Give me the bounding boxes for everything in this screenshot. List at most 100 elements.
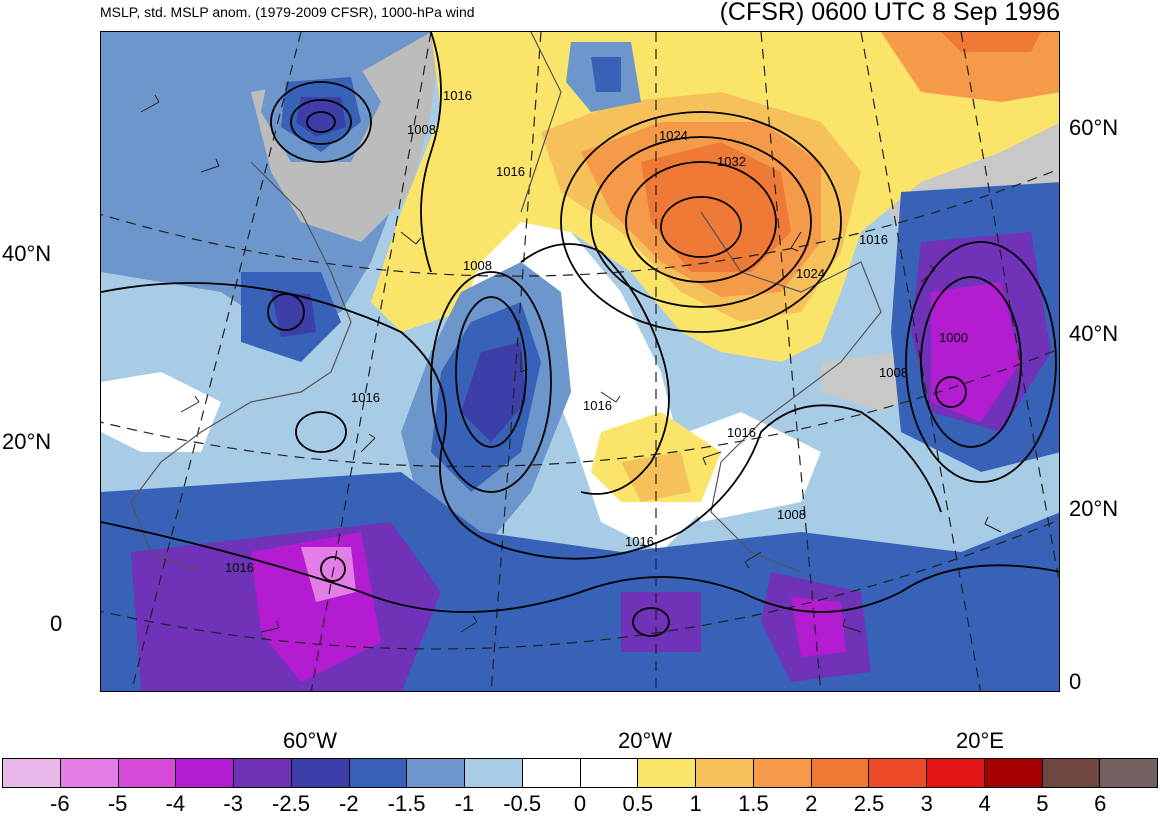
colorbar-label: -0.5 bbox=[503, 791, 542, 816]
lat-label-left-20n: 20°N bbox=[2, 429, 52, 454]
isobar-caribbean bbox=[295, 411, 347, 453]
colorbar-label: -5 bbox=[107, 791, 128, 816]
isobar-label: 1016 bbox=[859, 232, 888, 247]
wind-barb bbox=[842, 618, 862, 633]
colorbar-box bbox=[696, 759, 754, 787]
colorbar-box bbox=[3, 759, 61, 787]
colorbar-label: 4 bbox=[978, 791, 991, 816]
isobar-label: 1008 bbox=[407, 122, 436, 137]
negative-anomaly-us-coast-core bbox=[271, 292, 316, 337]
wind-barb bbox=[920, 264, 936, 283]
graticule bbox=[101, 32, 1059, 691]
lat-label-left-40n: 40°N bbox=[2, 241, 52, 266]
graticule-lat-0 bbox=[101, 519, 1059, 650]
isobar-label: 1008 bbox=[463, 258, 492, 273]
isobar-low-labrador-3 bbox=[306, 111, 336, 133]
wind-barb bbox=[180, 395, 200, 413]
colorbar-label: 1.5 bbox=[738, 791, 769, 816]
isobar-1008-mid bbox=[520, 243, 670, 495]
lat-label-right-60n: 60°N bbox=[1069, 115, 1119, 140]
isobar-med-low-3 bbox=[935, 376, 967, 408]
lat-label-right-0: 0 bbox=[1069, 669, 1082, 694]
map-panel: 1016 1008 1016 1024 1032 1016 1024 1016 … bbox=[100, 31, 1060, 692]
isobar-label: 1024 bbox=[659, 128, 688, 143]
colorbar-label: -1.5 bbox=[387, 791, 426, 816]
isobar-labels: 1016 1008 1016 1024 1032 1016 1024 1016 … bbox=[225, 88, 968, 575]
colorbar-box bbox=[580, 759, 639, 787]
colorbar-box bbox=[118, 759, 177, 787]
lat-label-right-20n: 20°N bbox=[1069, 496, 1119, 521]
wind-barb bbox=[702, 451, 722, 466]
coastline-americas bbox=[130, 161, 352, 573]
colorbar-box bbox=[1042, 759, 1101, 787]
colorbar-label: -2 bbox=[339, 791, 359, 816]
lon-label-60w: 60°W bbox=[283, 728, 338, 753]
isobar-med-low-1 bbox=[905, 241, 1057, 483]
isobar-label: 1032 bbox=[717, 154, 746, 169]
coastline-greenland bbox=[520, 32, 562, 213]
isobar-label: 1024 bbox=[796, 266, 825, 281]
wind-barb bbox=[744, 551, 762, 569]
mslp-anomaly-map: 1016 1008 1016 1024 1032 1016 1024 1016 … bbox=[101, 32, 1059, 691]
chart-subtitle: MSLP, std. MSLP anom. (1979-2009 CFSR), … bbox=[100, 4, 475, 20]
colorbar-label: -4 bbox=[165, 791, 186, 816]
coastlines bbox=[130, 32, 882, 573]
lat-label-left-0: 0 bbox=[50, 611, 63, 636]
isobar-guinea bbox=[632, 607, 670, 637]
colorbar-label: 5 bbox=[1036, 791, 1049, 816]
lon-label-20e: 20°E bbox=[956, 728, 1004, 753]
colorbar-label: 2.5 bbox=[853, 791, 885, 816]
isobar-label: 1016 bbox=[727, 425, 756, 440]
colorbar-label: 6 bbox=[1094, 791, 1107, 816]
isobar-low-labrador-2 bbox=[290, 99, 352, 145]
wind-barb bbox=[520, 352, 529, 373]
isobar-label: 1008 bbox=[777, 507, 806, 522]
isobar-label: 1000 bbox=[939, 330, 968, 345]
colorbar-box bbox=[638, 759, 696, 787]
negative-anomaly-gulf-guinea bbox=[621, 592, 701, 652]
wind-barb bbox=[260, 620, 280, 633]
colorbar-box bbox=[291, 759, 350, 787]
colorbar-box bbox=[234, 759, 292, 787]
graticule-lat-20n bbox=[101, 348, 1059, 468]
isobar-us-low bbox=[267, 293, 305, 331]
positive-anomaly-2-5 bbox=[641, 142, 791, 272]
graticule-lon-20e bbox=[860, 32, 982, 691]
graticule-lon-40e bbox=[960, 32, 1059, 585]
wind-barb bbox=[460, 615, 478, 633]
graticule-lon-80w bbox=[130, 32, 302, 691]
lat-label-right-40n: 40°N bbox=[1069, 321, 1119, 346]
wind-barb bbox=[400, 231, 422, 245]
colorbar-box bbox=[349, 759, 408, 787]
isobar-med-low-2 bbox=[920, 276, 1022, 448]
wind-barb bbox=[984, 516, 1002, 533]
colorbar-label: -1 bbox=[454, 791, 475, 816]
coastline-europe-africa bbox=[700, 211, 882, 573]
isobar-label: 1016 bbox=[225, 560, 254, 575]
isobar-high-1016 bbox=[560, 111, 842, 333]
isobar-high-1024 bbox=[590, 136, 812, 308]
isobar-label: 1016 bbox=[625, 534, 654, 549]
colorbar-box bbox=[984, 759, 1043, 787]
colorbar-label: 2 bbox=[805, 791, 818, 816]
positive-anomaly-scandinavia-core bbox=[941, 32, 1041, 52]
colorbar-box bbox=[60, 759, 119, 787]
graticule-lon-60w bbox=[310, 32, 432, 691]
isobar-high-1032b bbox=[660, 196, 742, 258]
isobar-1008-south bbox=[101, 521, 1059, 613]
colorbar-box bbox=[522, 759, 581, 787]
isobar-high-1032a bbox=[625, 161, 777, 283]
colorbar-labels: -6 -5 -4 -3 -2.5 -2 -1.5 -1 -0.5 0 0.5 1 1.5 2 2.5 3 4 5 6 bbox=[2, 791, 1158, 816]
isobar-tropic-low bbox=[320, 556, 346, 582]
wind-barb bbox=[360, 433, 376, 453]
negative-anomaly-central-atlantic-core bbox=[461, 342, 526, 442]
colorbar-label: 1 bbox=[689, 791, 702, 816]
colorbar-label: -6 bbox=[50, 791, 70, 816]
colorbar-label: 0 bbox=[573, 791, 587, 816]
isobars bbox=[101, 32, 1059, 637]
isobar-low-labrador-1 bbox=[270, 81, 372, 163]
neutral-anomaly-zone-caribbean bbox=[101, 372, 221, 452]
wind-barbs bbox=[140, 94, 1002, 633]
colorbar-box bbox=[465, 759, 523, 787]
colorbar-box bbox=[407, 759, 465, 787]
